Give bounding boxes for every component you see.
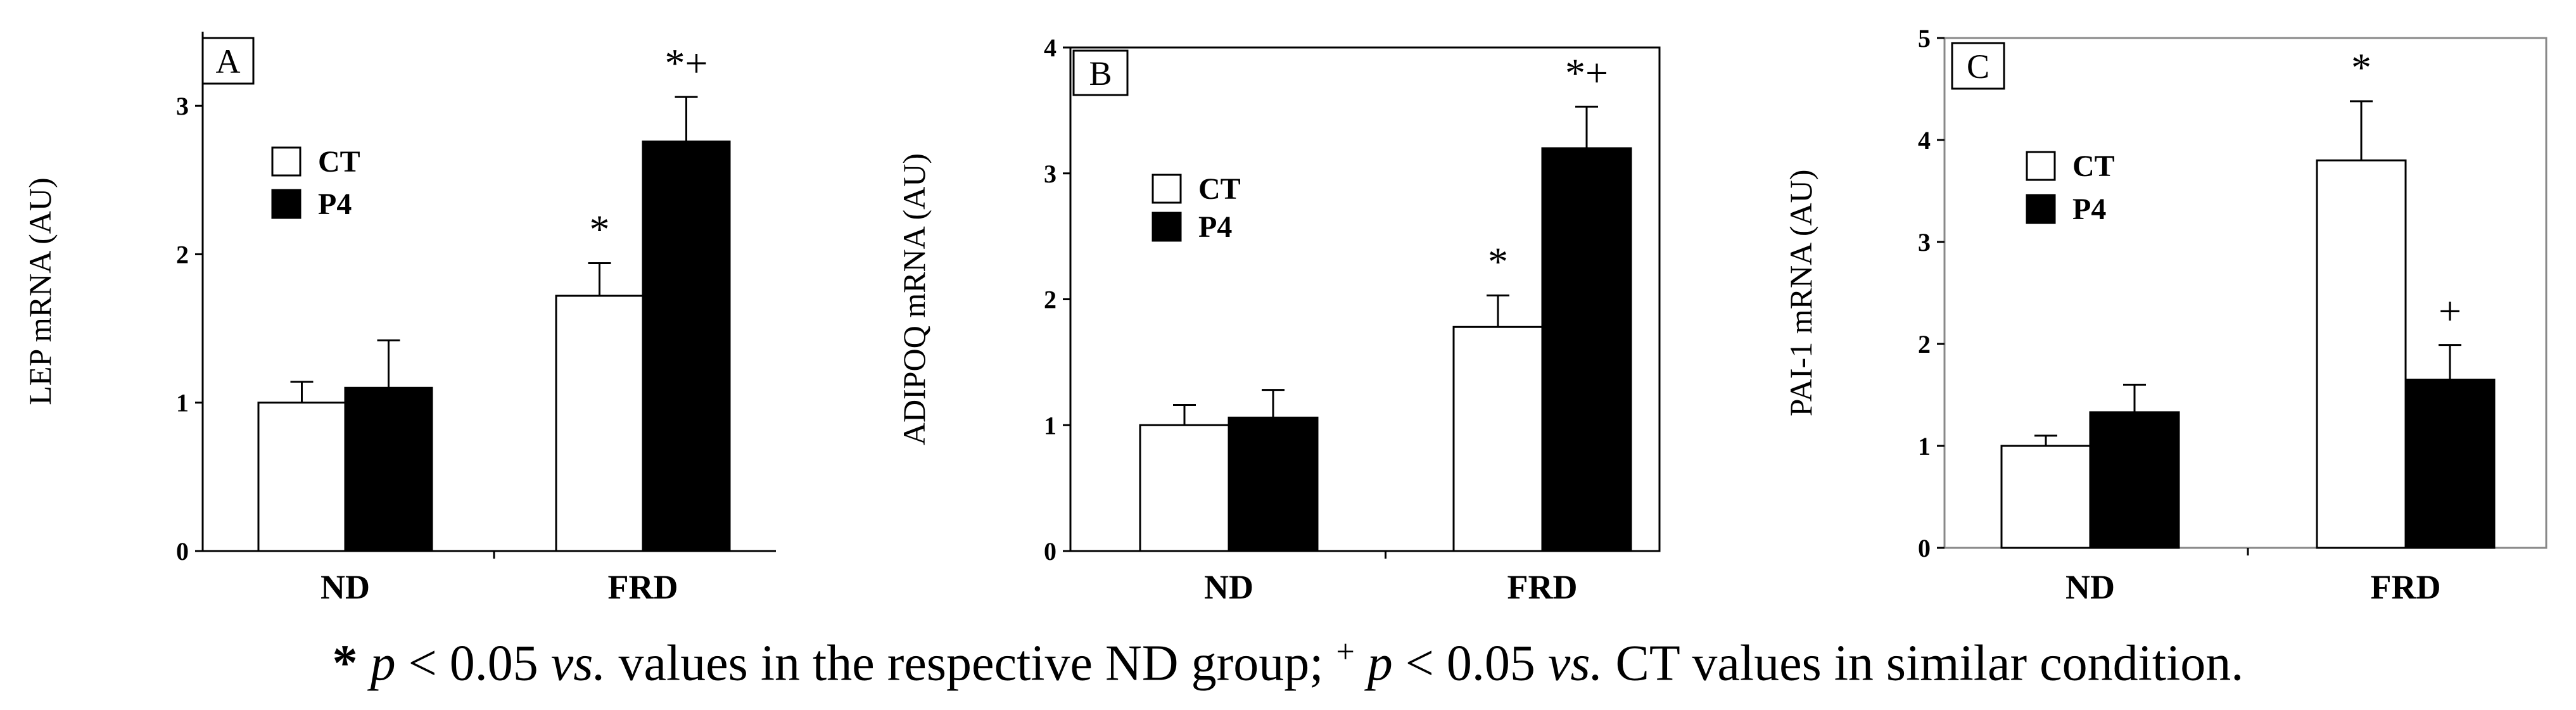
y-tick-label: 0 — [1918, 534, 1931, 562]
x-category-label: ND — [320, 568, 370, 606]
panel-label: B — [1089, 54, 1112, 92]
footnote-text-1: values in the respective ND group; — [606, 635, 1336, 692]
bar-ct-frd — [2316, 159, 2407, 549]
y-tick-label: 2 — [1918, 330, 1931, 358]
legend-label-ct: CT — [1198, 172, 1241, 206]
bar-p4-frd — [2404, 378, 2496, 549]
bar-p4-frd — [642, 140, 731, 552]
bar-ct-frd — [555, 295, 644, 552]
y-axis-label: LEP mRNA (AU) — [22, 177, 58, 405]
y-tick-label: 5 — [1918, 24, 1931, 53]
legend-swatch-ct — [1152, 174, 1182, 204]
legend-label-ct: CT — [318, 145, 360, 179]
footnote-plus: + — [1336, 634, 1355, 670]
bar-p4-nd — [2089, 411, 2180, 549]
footnote-star: * — [332, 635, 358, 692]
panel-label-box — [1072, 49, 1129, 96]
footnote-vs-2: vs. — [1547, 635, 1603, 692]
bar-p4-frd — [1541, 147, 1632, 552]
y-tick-label: 1 — [1918, 432, 1931, 460]
legend-swatch-ct — [2026, 151, 2056, 181]
footnote-threshold-2: < 0.05 — [1392, 635, 1548, 692]
y-tick-label: 3 — [176, 92, 189, 120]
footnote-p-2: p — [1354, 635, 1393, 692]
y-tick-label: 0 — [176, 537, 189, 566]
legend-swatch-p4 — [2026, 194, 2056, 224]
legend-label-p4: P4 — [1198, 210, 1232, 244]
panel-label: C — [1967, 48, 1989, 86]
footnote-p-1: p — [370, 635, 396, 692]
legend-swatch-ct — [271, 146, 301, 177]
y-tick-label: 1 — [176, 389, 189, 417]
legend-label-p4: P4 — [318, 187, 352, 221]
significance-marker: *+ — [664, 41, 707, 86]
panel-label-box — [1951, 42, 2005, 90]
footnote-threshold-1: < 0.05 — [395, 635, 551, 692]
legend-swatch-p4 — [1152, 212, 1182, 242]
y-tick-label: 0 — [1044, 537, 1056, 566]
panel-label: A — [216, 42, 241, 80]
bar-ct-nd — [2000, 445, 2091, 549]
y-tick-label: 3 — [1918, 228, 1931, 257]
x-category-label: FRD — [1507, 568, 1578, 606]
legend-swatch-p4 — [271, 189, 301, 219]
bar-ct-frd — [1452, 326, 1544, 552]
bar-ct-nd — [257, 402, 346, 552]
panel-label-box — [201, 37, 255, 85]
y-tick-label: 2 — [1044, 286, 1056, 314]
y-tick-label: 4 — [1918, 126, 1931, 155]
significance-marker: * — [590, 206, 610, 251]
chart-panel-b: 0 1 2 3 4 ADIPOQ mRNA (AU) B CT P4 ND FRD * *+ — [896, 34, 1661, 606]
bar-ct-nd — [1139, 424, 1230, 552]
y-tick-label: 1 — [1044, 411, 1056, 440]
bar-p4-nd — [1228, 416, 1319, 552]
significance-marker: * — [2351, 45, 2371, 90]
x-category-label: ND — [2065, 568, 2115, 606]
bar-p4-nd — [344, 386, 433, 552]
footnote-vs-1: vs. — [550, 635, 606, 692]
plot-frame — [1943, 37, 2547, 549]
footnote-text-2: CT values in similar condition. — [1602, 635, 2244, 692]
chart-panel-a: 0 1 2 3 LEP mRNA (AU) A CT P4 ND FRD * *+ — [22, 32, 776, 606]
footnote: * p < 0.05 vs. values in the respective … — [0, 633, 2576, 693]
chart-panel-c: 0 1 2 3 4 5 PAI-1 mRNA (AU) C CT P4 ND FRD * + — [1783, 24, 2547, 606]
x-category-label: FRD — [2371, 568, 2441, 606]
y-tick-label: 4 — [1044, 34, 1056, 62]
significance-marker: * — [1488, 239, 1508, 284]
y-tick-label: 2 — [176, 240, 189, 269]
legend-label-ct: CT — [2072, 149, 2115, 183]
y-axis-label: PAI-1 mRNA (AU) — [1783, 170, 1818, 417]
x-category-label: ND — [1204, 568, 1253, 606]
y-tick-label: 3 — [1044, 160, 1056, 188]
significance-marker: *+ — [1565, 50, 1608, 95]
y-axis-label: ADIPOQ mRNA (AU) — [896, 153, 932, 445]
x-category-label: FRD — [608, 568, 678, 606]
significance-marker: + — [2439, 289, 2461, 334]
legend-label-p4: P4 — [2072, 193, 2106, 226]
